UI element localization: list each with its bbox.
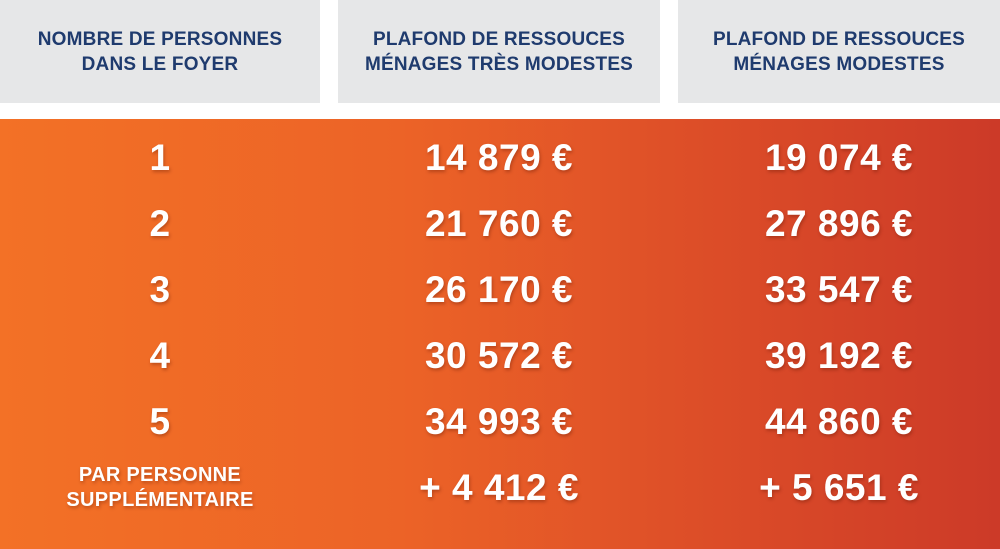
very-modest-ceiling-cell: 14 879 €	[424, 137, 574, 178]
table-body: 1 14 879 € 19 074 € 2 21 760 € 27 896 € …	[0, 119, 1000, 549]
household-size-cell: 4	[149, 335, 171, 376]
very-modest-ceiling-cell: 21 760 €	[424, 203, 574, 244]
table-row-extra-person: PAR PERSONNE SUPPLÉMENTAIRE + 4 412 € + …	[0, 455, 1000, 521]
modest-ceiling-cell: 44 860 €	[764, 401, 914, 442]
very-modest-ceiling-cell: 34 993 €	[424, 401, 574, 442]
table-row-2: 2 21 760 € 27 896 €	[0, 191, 1000, 257]
table-row-4: 4 30 572 € 39 192 €	[0, 323, 1000, 389]
table-row-1: 1 14 879 € 19 074 €	[0, 125, 1000, 191]
very-modest-ceiling-cell: 26 170 €	[424, 269, 574, 310]
household-size-cell: 2	[149, 203, 171, 244]
header-household-size: NOMBRE DE PERSONNES DANS LE FOYER	[0, 0, 320, 103]
table-row-3: 3 26 170 € 33 547 €	[0, 257, 1000, 323]
very-modest-ceiling-cell: 30 572 €	[424, 335, 574, 376]
modest-ceiling-cell: 19 074 €	[764, 137, 914, 178]
extra-person-label: PAR PERSONNE SUPPLÉMENTAIRE	[66, 464, 254, 511]
header-ceiling-modest: PLAFOND DE RESSOUCES MÉNAGES MODESTES	[678, 0, 1000, 103]
modest-ceiling-cell: 27 896 €	[764, 203, 914, 244]
modest-ceiling-cell: + 5 651 €	[759, 467, 919, 508]
modest-ceiling-cell: 39 192 €	[764, 335, 914, 376]
modest-ceiling-cell: 33 547 €	[764, 269, 914, 310]
household-size-cell: 3	[149, 269, 171, 310]
household-size-cell: 5	[149, 401, 171, 442]
table-row-5: 5 34 993 € 44 860 €	[0, 389, 1000, 455]
very-modest-ceiling-cell: + 4 412 €	[419, 467, 579, 508]
header-ceiling-very-modest: PLAFOND DE RESSOUCES MÉNAGES TRÈS MODEST…	[338, 0, 660, 103]
household-size-cell: 1	[149, 137, 171, 178]
